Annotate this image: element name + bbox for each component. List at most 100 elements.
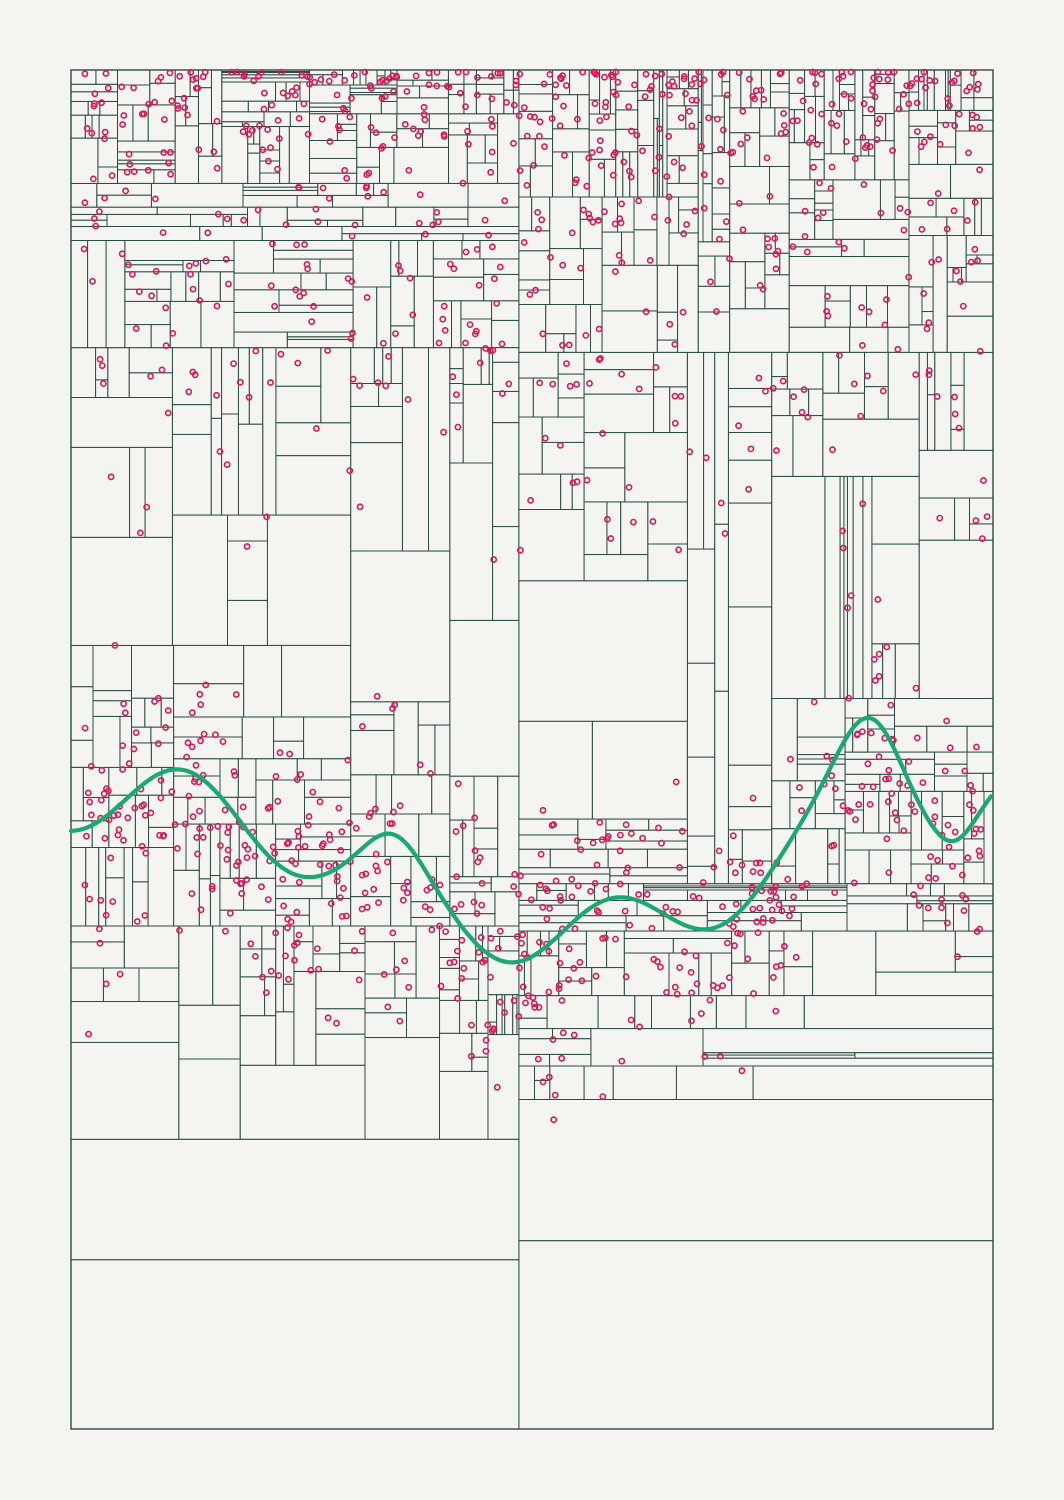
grid-cell xyxy=(95,69,118,85)
data-point xyxy=(750,990,757,997)
data-point xyxy=(679,308,687,316)
data-point xyxy=(160,832,168,839)
data-point xyxy=(392,966,400,974)
data-point xyxy=(269,843,277,851)
grid-cell xyxy=(727,502,773,608)
data-point xyxy=(116,970,124,978)
grid-cell xyxy=(839,475,845,699)
data-point xyxy=(275,135,283,142)
data-point xyxy=(973,928,981,935)
data-point xyxy=(583,182,591,190)
data-point xyxy=(130,745,138,753)
data-point xyxy=(384,1003,392,1011)
grid-cell xyxy=(449,775,475,821)
data-point xyxy=(361,889,369,897)
grid-cell xyxy=(518,848,551,869)
data-point xyxy=(98,766,106,774)
data-point xyxy=(241,841,249,849)
data-point xyxy=(245,393,253,401)
grid-cell xyxy=(212,925,241,1006)
data-point xyxy=(686,448,694,456)
data-point xyxy=(818,70,825,78)
grid-cell xyxy=(439,967,460,991)
data-point xyxy=(969,124,976,132)
data-point xyxy=(550,1116,558,1124)
data-point xyxy=(529,994,537,1001)
grid-cell xyxy=(341,226,520,235)
grid-cell xyxy=(714,523,729,692)
grid-cell xyxy=(615,109,639,130)
data-point xyxy=(482,1047,490,1055)
data-point xyxy=(325,194,333,202)
data-point xyxy=(576,958,584,966)
data-point xyxy=(539,806,547,814)
grid-cell xyxy=(221,74,310,79)
data-point xyxy=(603,113,610,121)
data-point xyxy=(948,79,956,87)
grid-cell xyxy=(942,849,965,865)
grid-cell xyxy=(780,899,848,907)
grid-cell xyxy=(171,514,228,646)
data-point xyxy=(199,73,207,81)
data-point xyxy=(980,477,987,484)
data-point xyxy=(698,1010,705,1017)
grid-cell xyxy=(462,347,482,385)
data-point xyxy=(530,161,537,169)
data-point xyxy=(889,147,896,154)
data-point xyxy=(436,922,443,930)
data-point xyxy=(775,901,783,909)
data-point xyxy=(759,919,767,926)
data-point xyxy=(983,513,991,520)
data-point xyxy=(221,806,229,814)
grid-cell xyxy=(926,394,936,451)
grid-cell xyxy=(711,228,731,243)
grid-cell xyxy=(82,766,110,798)
data-point xyxy=(721,530,729,537)
grid-cell xyxy=(70,644,94,688)
data-point xyxy=(706,996,714,1004)
data-point xyxy=(749,868,757,875)
data-point xyxy=(582,331,590,339)
data-point xyxy=(136,529,144,537)
data-point xyxy=(756,904,764,912)
data-point xyxy=(356,382,363,389)
data-point xyxy=(197,737,204,745)
grid-cell xyxy=(185,823,200,871)
data-point xyxy=(692,952,700,960)
data-point xyxy=(167,170,174,178)
data-point xyxy=(383,77,390,85)
data-point xyxy=(85,1030,92,1038)
data-point xyxy=(656,125,663,133)
data-point xyxy=(602,934,609,942)
data-point xyxy=(676,864,683,871)
grid-cell xyxy=(771,388,791,417)
data-point xyxy=(187,68,195,76)
data-point xyxy=(926,77,934,84)
data-point xyxy=(488,95,496,103)
data-point xyxy=(400,884,408,892)
data-point xyxy=(454,780,462,788)
grid-cell xyxy=(350,406,403,444)
data-point xyxy=(867,105,875,113)
grid-cell xyxy=(174,125,199,184)
data-point xyxy=(786,912,793,920)
grid-cell xyxy=(480,347,490,385)
grid-cell xyxy=(275,385,322,424)
data-point xyxy=(591,100,599,107)
data-point xyxy=(689,893,697,900)
data-point xyxy=(635,891,642,898)
grid-cell xyxy=(70,967,104,1002)
data-point xyxy=(927,133,934,141)
grid-cell xyxy=(242,189,319,196)
grid-cell xyxy=(932,235,948,353)
data-point xyxy=(515,112,523,120)
grid-cell xyxy=(459,999,477,1034)
data-point xyxy=(568,893,576,901)
grid-cell xyxy=(601,231,622,266)
data-point xyxy=(403,878,411,886)
data-point xyxy=(743,134,751,142)
data-point xyxy=(232,691,240,698)
data-point xyxy=(132,729,140,736)
data-point xyxy=(682,90,689,98)
data-point xyxy=(362,870,370,878)
